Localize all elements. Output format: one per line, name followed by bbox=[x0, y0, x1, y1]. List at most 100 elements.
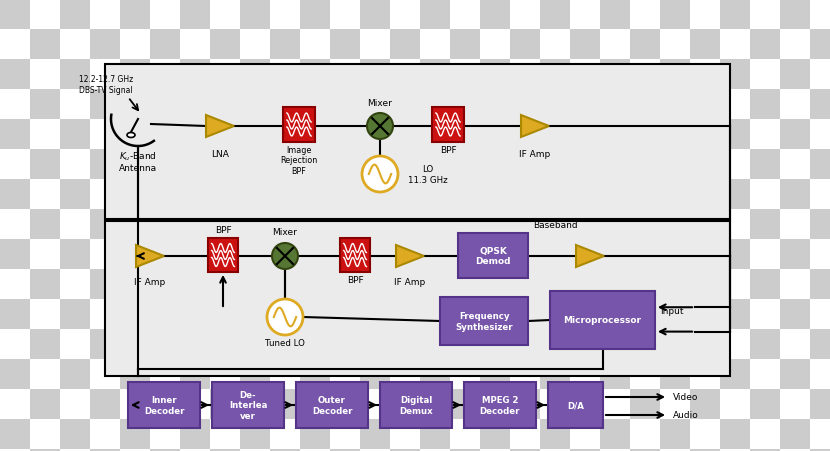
Bar bbox=[360, 269, 390, 299]
Polygon shape bbox=[206, 116, 234, 138]
Text: BPF: BPF bbox=[440, 146, 457, 155]
Bar bbox=[120, 150, 150, 179]
Bar bbox=[390, 329, 420, 359]
Bar bbox=[330, 150, 360, 179]
Bar bbox=[690, 179, 720, 210]
Bar bbox=[660, 329, 690, 359]
Bar bbox=[240, 179, 270, 210]
Bar bbox=[810, 389, 830, 419]
Bar bbox=[450, 120, 480, 150]
Bar bbox=[90, 120, 120, 150]
Bar bbox=[208, 239, 238, 272]
Bar bbox=[240, 239, 270, 269]
Bar bbox=[690, 30, 720, 60]
Bar bbox=[630, 30, 660, 60]
Bar bbox=[420, 449, 450, 451]
Bar bbox=[780, 179, 810, 210]
Bar bbox=[120, 449, 150, 451]
Bar bbox=[0, 359, 30, 389]
Bar bbox=[480, 210, 510, 239]
Bar bbox=[480, 150, 510, 179]
Bar bbox=[390, 239, 420, 269]
Bar bbox=[240, 90, 270, 120]
Bar bbox=[120, 269, 150, 299]
Bar bbox=[630, 389, 660, 419]
Bar bbox=[330, 120, 360, 150]
Bar bbox=[570, 30, 600, 60]
Bar bbox=[750, 90, 780, 120]
Bar bbox=[420, 179, 450, 210]
Bar bbox=[360, 30, 390, 60]
Bar bbox=[750, 419, 780, 449]
Bar bbox=[540, 419, 570, 449]
Bar bbox=[660, 210, 690, 239]
Bar bbox=[660, 179, 690, 210]
Bar bbox=[360, 210, 390, 239]
Bar bbox=[240, 150, 270, 179]
Bar bbox=[690, 60, 720, 90]
Bar bbox=[30, 239, 60, 269]
Bar bbox=[120, 30, 150, 60]
Bar bbox=[780, 90, 810, 120]
Bar bbox=[510, 90, 540, 120]
Bar bbox=[600, 299, 630, 329]
Bar bbox=[30, 30, 60, 60]
Bar bbox=[450, 269, 480, 299]
Text: Image
Rejection
BPF: Image Rejection BPF bbox=[281, 146, 318, 175]
Bar bbox=[780, 329, 810, 359]
Bar bbox=[340, 239, 370, 272]
Bar bbox=[570, 449, 600, 451]
Bar bbox=[720, 389, 750, 419]
Bar bbox=[450, 389, 480, 419]
Bar bbox=[0, 329, 30, 359]
Bar bbox=[300, 30, 330, 60]
Bar bbox=[210, 120, 240, 150]
Bar bbox=[600, 90, 630, 120]
Bar bbox=[150, 120, 180, 150]
Bar bbox=[300, 419, 330, 449]
Bar bbox=[480, 30, 510, 60]
Bar bbox=[360, 329, 390, 359]
Bar bbox=[750, 179, 780, 210]
Bar bbox=[30, 60, 60, 90]
Bar bbox=[210, 179, 240, 210]
Bar bbox=[660, 269, 690, 299]
Bar bbox=[0, 90, 30, 120]
Bar bbox=[720, 90, 750, 120]
Text: BPF: BPF bbox=[347, 276, 364, 285]
Bar bbox=[660, 419, 690, 449]
Text: IF Amp: IF Amp bbox=[394, 278, 426, 287]
Bar bbox=[300, 359, 330, 389]
Bar bbox=[90, 90, 120, 120]
Bar bbox=[330, 269, 360, 299]
Bar bbox=[540, 389, 570, 419]
Bar bbox=[450, 0, 480, 30]
Bar bbox=[60, 90, 90, 120]
Bar bbox=[420, 269, 450, 299]
Bar bbox=[630, 449, 660, 451]
Bar bbox=[330, 389, 360, 419]
Bar bbox=[720, 449, 750, 451]
Bar bbox=[570, 210, 600, 239]
Bar bbox=[390, 449, 420, 451]
Bar bbox=[120, 299, 150, 329]
Bar bbox=[600, 210, 630, 239]
Bar bbox=[60, 329, 90, 359]
Bar bbox=[780, 60, 810, 90]
Bar bbox=[510, 449, 540, 451]
Bar bbox=[360, 359, 390, 389]
Bar bbox=[30, 0, 60, 30]
Bar bbox=[690, 269, 720, 299]
Bar bbox=[390, 150, 420, 179]
Bar bbox=[330, 210, 360, 239]
Bar bbox=[570, 120, 600, 150]
Bar bbox=[720, 150, 750, 179]
Bar bbox=[90, 179, 120, 210]
Bar bbox=[750, 210, 780, 239]
Bar bbox=[270, 150, 300, 179]
Bar bbox=[330, 0, 360, 30]
Bar bbox=[720, 239, 750, 269]
Bar bbox=[660, 0, 690, 30]
Bar bbox=[360, 299, 390, 329]
Bar bbox=[780, 419, 810, 449]
